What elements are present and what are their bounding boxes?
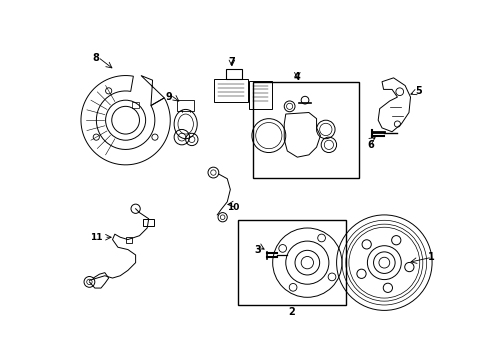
Text: 2: 2 [289, 307, 295, 317]
Text: 11: 11 [90, 233, 102, 242]
Text: 10: 10 [227, 203, 240, 212]
Text: 7: 7 [228, 57, 235, 67]
Bar [253, 82, 359, 178]
Text: 5: 5 [415, 86, 421, 96]
Bar [238, 220, 346, 305]
Text: 6: 6 [367, 140, 374, 150]
Text: 9: 9 [165, 92, 172, 102]
Text: 8: 8 [92, 53, 99, 63]
Text: 1: 1 [428, 252, 435, 262]
Text: 3: 3 [255, 245, 262, 255]
Text: 4: 4 [294, 72, 301, 82]
